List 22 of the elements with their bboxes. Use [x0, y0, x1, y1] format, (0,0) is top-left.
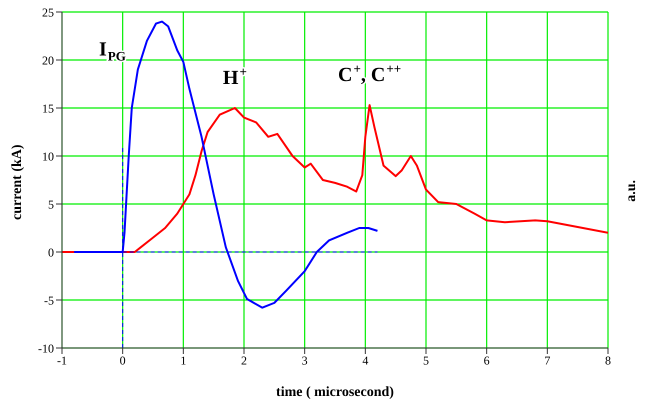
x-tick-label: 3: [302, 354, 308, 368]
y-axis-title: current (kA): [10, 144, 25, 220]
x-tick-label: 7: [544, 354, 550, 368]
x-tick-label: 2: [241, 354, 247, 368]
y-tick-label: 0: [48, 245, 54, 260]
y-tick-label: 25: [42, 5, 54, 20]
y-tick-label: 5: [48, 197, 54, 212]
annotation: C$^{+}$, C$^{++}$: [338, 61, 402, 86]
x-tick-label: 0: [120, 354, 126, 368]
y-tick-label: 10: [42, 149, 54, 164]
x-tick-label: 4: [362, 354, 368, 368]
x-tick-label: 5: [423, 354, 429, 368]
x-tick-label: 6: [484, 354, 490, 368]
y2-axis-title: a.u.: [624, 180, 639, 202]
y-tick-label: -10: [38, 341, 54, 356]
y-tick-label: 20: [42, 53, 54, 68]
x-axis-title: time ( microsecond): [276, 385, 394, 400]
x-tick-label: 1: [180, 354, 186, 368]
y-tick-label: -5: [44, 293, 54, 308]
x-tick-label: 8: [605, 354, 611, 368]
x-tick-label: -1: [57, 354, 67, 368]
y-tick-label: 15: [42, 101, 54, 116]
